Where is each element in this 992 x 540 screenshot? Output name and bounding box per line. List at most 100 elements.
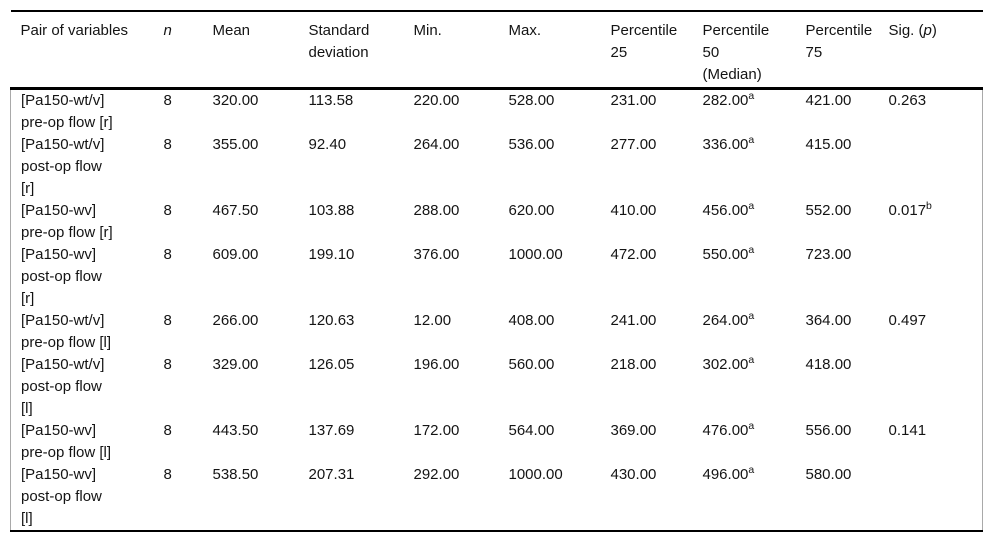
cell-mean: 443.50: [212, 422, 259, 439]
cell-sig: [878, 464, 983, 531]
row-label: [Pa150-wt/v] pre-op flow [l]: [10, 310, 154, 354]
row-label: [Pa150-wv] post-op flow [l]: [10, 464, 154, 531]
table-row: [Pa150-wv] pre-op flow [l] 8 443.50 137.…: [10, 420, 983, 464]
descriptive-statistics-table: Pair of variables n Mean Standard deviat…: [10, 10, 983, 532]
footnote-marker-a: a: [748, 200, 755, 212]
statistics-table-container: Pair of variables n Mean Standard deviat…: [10, 10, 983, 532]
table-row: [Pa150-wt/v] post-op flow [l] 8 329.00 1…: [10, 354, 983, 420]
footnote-marker-a: a: [748, 464, 755, 476]
footnote-marker-b: b: [926, 200, 932, 212]
row-label: [Pa150-wv] pre-op flow [r]: [10, 200, 154, 244]
p50-value: 476.00: [702, 422, 749, 439]
cell-n: 8: [163, 136, 172, 153]
table-row: [Pa150-wt/v] pre-op flow [l] 8 266.00 12…: [10, 310, 983, 354]
table-row: [Pa150-wt/v] post-op flow [r] 8 355.00 9…: [10, 134, 983, 200]
cell-p50: 476.00a: [693, 420, 796, 464]
footnote-marker-a: a: [748, 354, 755, 366]
sig-prefix: Sig. (: [888, 22, 924, 39]
cell-p75: 723.00: [805, 246, 852, 263]
cell-p25: 430.00: [610, 466, 657, 483]
cell-min: 264.00: [413, 136, 460, 153]
cell-n: 8: [163, 422, 172, 439]
cell-sig: 0.141: [878, 420, 983, 464]
cell-p25: 231.00: [610, 92, 657, 109]
cell-p75: 418.00: [805, 356, 852, 373]
cell-p75: 364.00: [805, 312, 852, 329]
footnote-marker-a: a: [748, 90, 755, 102]
cell-min: 220.00: [413, 92, 460, 109]
header-min: Min.: [403, 11, 499, 90]
cell-max: 536.00: [508, 136, 555, 153]
header-sig-p: Sig. (p): [878, 11, 983, 90]
p50-value: 282.00: [702, 92, 749, 109]
table-row: [Pa150-wt/v] pre-op flow [r] 8 320.00 11…: [10, 88, 983, 135]
cell-mean: 320.00: [212, 92, 259, 109]
sig-value: 0.017: [888, 202, 927, 219]
header-n-label: n: [163, 22, 172, 39]
cell-max: 560.00: [508, 356, 555, 373]
sig-p-symbol: p: [923, 22, 932, 39]
p50-value: 302.00: [702, 356, 749, 373]
p50-value: 550.00: [702, 246, 749, 263]
header-percentile-25: Percentile 25: [600, 11, 693, 90]
cell-sd: 126.05: [308, 356, 355, 373]
cell-p50: 496.00a: [693, 464, 796, 531]
p50-value: 456.00: [702, 202, 749, 219]
cell-p50: 336.00a: [693, 134, 796, 200]
sig-value: 0.263: [888, 92, 927, 109]
cell-p75: 580.00: [805, 466, 852, 483]
cell-max: 1000.00: [508, 466, 563, 483]
footnote-marker-a: a: [748, 244, 755, 256]
cell-sd: 92.40: [308, 136, 347, 153]
cell-n: 8: [163, 356, 172, 373]
cell-sig: [878, 354, 983, 420]
sig-suffix: ): [931, 22, 937, 39]
sig-value: 0.141: [888, 422, 927, 439]
header-percentile-50-median: Percentile 50 (Median): [692, 11, 796, 90]
cell-sd: 199.10: [308, 246, 355, 263]
cell-p25: 241.00: [610, 312, 657, 329]
cell-p25: 472.00: [610, 246, 657, 263]
cell-max: 528.00: [508, 92, 555, 109]
table-row: [Pa150-wv] pre-op flow [r] 8 467.50 103.…: [10, 200, 983, 244]
cell-max: 1000.00: [508, 246, 563, 263]
table-row: [Pa150-wv] post-op flow [l] 8 538.50 207…: [10, 464, 983, 531]
sig-value: 0.497: [888, 312, 927, 329]
cell-p50: 302.00a: [693, 354, 796, 420]
row-label: [Pa150-wv] pre-op flow [l]: [10, 420, 154, 464]
cell-sd: 137.69: [308, 422, 355, 439]
row-label: [Pa150-wv] post-op flow [r]: [10, 244, 154, 310]
cell-mean: 329.00: [212, 356, 259, 373]
cell-sig: 0.017b: [878, 200, 983, 244]
cell-min: 172.00: [413, 422, 460, 439]
cell-sig: [878, 244, 983, 310]
cell-p25: 218.00: [610, 356, 657, 373]
cell-sig: [878, 134, 983, 200]
cell-n: 8: [163, 92, 172, 109]
cell-mean: 355.00: [212, 136, 259, 153]
row-label: [Pa150-wt/v] post-op flow [l]: [10, 354, 154, 420]
cell-p50: 550.00a: [693, 244, 796, 310]
cell-p25: 410.00: [610, 202, 657, 219]
cell-min: 12.00: [413, 312, 452, 329]
cell-mean: 538.50: [212, 466, 259, 483]
cell-mean: 266.00: [212, 312, 259, 329]
cell-p75: 421.00: [805, 92, 852, 109]
row-label: [Pa150-wt/v] pre-op flow [r]: [10, 88, 154, 134]
cell-sig: 0.263: [878, 88, 983, 134]
header-percentile-75: Percentile 75: [795, 11, 879, 90]
p50-value: 496.00: [702, 466, 749, 483]
cell-n: 8: [163, 312, 172, 329]
cell-n: 8: [163, 202, 172, 219]
cell-max: 620.00: [508, 202, 555, 219]
cell-sd: 120.63: [308, 312, 355, 329]
cell-n: 8: [163, 466, 172, 483]
cell-p25: 369.00: [610, 422, 657, 439]
cell-p50: 456.00a: [693, 200, 796, 244]
p50-value: 264.00: [702, 312, 749, 329]
header-standard-deviation: Standard deviation: [298, 11, 404, 90]
header-pair-of-variables: Pair of variables: [10, 11, 154, 90]
cell-min: 376.00: [413, 246, 460, 263]
header-row: Pair of variables n Mean Standard deviat…: [10, 11, 983, 90]
cell-p50: 282.00a: [693, 89, 796, 135]
